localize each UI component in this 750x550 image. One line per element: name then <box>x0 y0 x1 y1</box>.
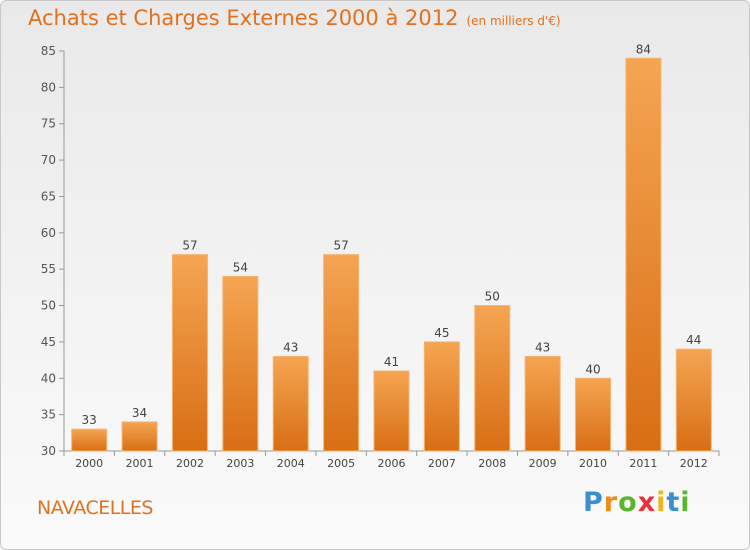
x-tick-label-2007: 2007 <box>428 457 456 470</box>
data-label-2010: 40 <box>585 362 600 376</box>
brand-letter: i <box>656 487 667 518</box>
y-tick-label: 80 <box>41 80 56 94</box>
data-label-2005: 57 <box>333 239 348 253</box>
x-tick-label-2003: 2003 <box>226 457 254 470</box>
bar-2003 <box>222 275 259 452</box>
y-tick-label: 35 <box>41 408 56 422</box>
bar-2012 <box>675 348 712 452</box>
bar-2001 <box>121 421 158 452</box>
brand-logo: Proxiti <box>583 487 691 518</box>
x-tick-label-2011: 2011 <box>629 457 657 470</box>
y-tick-label: 50 <box>41 299 56 313</box>
x-tick-label-2010: 2010 <box>579 457 607 470</box>
brand-letter: x <box>637 487 657 518</box>
chart-title-main: Achats et Charges Externes 2000 à 2012 <box>28 6 459 30</box>
y-tick-label: 75 <box>41 117 56 131</box>
y-axis: 30 35 40 45 50 55 60 65 70 75 80 85 <box>41 44 65 458</box>
data-label-2012: 44 <box>686 333 701 347</box>
bar-2010 <box>575 377 612 452</box>
bars: 33 34 57 54 43 57 41 45 50 43 40 84 44 <box>71 42 712 452</box>
place-name: NAVACELLES <box>37 497 153 519</box>
x-tick-label-2004: 2004 <box>277 457 305 470</box>
bar-2002 <box>171 254 208 452</box>
y-tick-label: 70 <box>41 153 56 167</box>
y-tick-label: 85 <box>41 44 56 58</box>
chart-title: Achats et Charges Externes 2000 à 2012 (e… <box>28 6 561 30</box>
bar-2011 <box>625 57 662 452</box>
bar-2007 <box>423 341 460 452</box>
data-label-2006: 41 <box>384 355 399 369</box>
data-label-2003: 54 <box>233 260 248 274</box>
bar-2008 <box>474 305 511 452</box>
bar-2005 <box>323 254 360 452</box>
x-tick-label-2006: 2006 <box>378 457 406 470</box>
data-label-2004: 43 <box>283 340 298 354</box>
y-tick-label: 65 <box>41 189 56 203</box>
chart-unit: (en milliers d'€) <box>466 14 561 28</box>
data-label-2001: 34 <box>132 406 147 420</box>
x-tick-label-2009: 2009 <box>529 457 557 470</box>
y-tick-label: 40 <box>41 371 56 385</box>
brand-letter: P <box>583 487 604 518</box>
y-tick-label: 30 <box>41 444 56 458</box>
data-label-2008: 50 <box>485 290 500 304</box>
x-tick-label-2008: 2008 <box>478 457 506 470</box>
data-label-2011: 84 <box>636 42 651 56</box>
bar-2006 <box>373 370 410 452</box>
x-axis: 2000 2001 2002 2003 2004 2005 2006 2007 2008 2009… <box>63 450 720 470</box>
brand-letter: i <box>680 487 691 518</box>
x-tick-label-2012: 2012 <box>680 457 708 470</box>
data-label-2009: 43 <box>535 340 550 354</box>
bar-2004 <box>272 355 309 452</box>
data-label-2002: 57 <box>182 239 197 253</box>
brand-letter: r <box>603 487 619 518</box>
x-tick-label-2002: 2002 <box>176 457 204 470</box>
data-label-2000: 33 <box>82 413 97 427</box>
bar-2000 <box>71 428 108 452</box>
y-tick-label: 45 <box>41 335 56 349</box>
y-tick-label: 55 <box>41 262 56 276</box>
brand-letter: t <box>666 487 681 518</box>
data-label-2007: 45 <box>434 326 449 340</box>
brand-letter: o <box>618 487 638 518</box>
x-tick-label-2005: 2005 <box>327 457 355 470</box>
y-tick-label: 60 <box>41 226 56 240</box>
x-tick-label-2001: 2001 <box>126 457 154 470</box>
x-tick-label-2000: 2000 <box>75 457 103 470</box>
bar-2009 <box>524 355 561 452</box>
